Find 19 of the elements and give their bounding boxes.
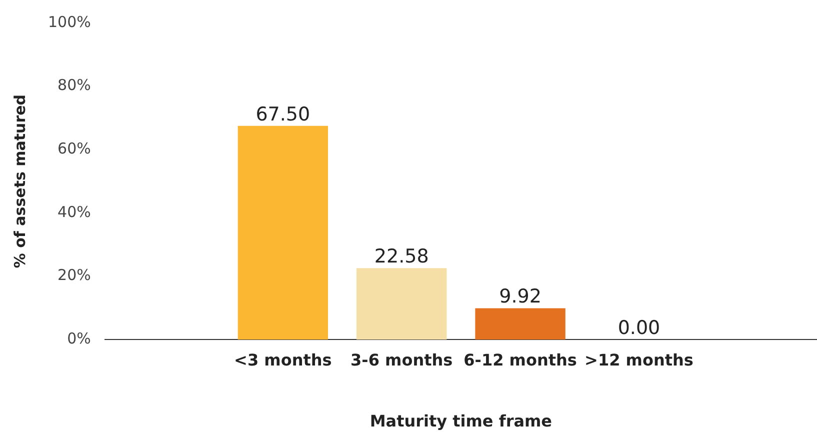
x-tick-label: 3-6 months — [350, 350, 453, 370]
y-tick-label: 60% — [58, 140, 91, 158]
y-tick-label: 40% — [58, 202, 91, 221]
y-tick-label: 100% — [48, 12, 91, 31]
y-tick-label: 20% — [58, 266, 91, 284]
x-tick-label: <3 months — [234, 350, 332, 370]
data-label: 9.92 — [499, 286, 542, 308]
bar — [356, 268, 447, 340]
x-axis-title: Maturity time frame — [370, 412, 552, 431]
x-tick-label: >12 months — [584, 350, 694, 370]
bar — [238, 126, 328, 340]
y-tick-label: 0% — [67, 329, 91, 348]
data-label: 0.00 — [618, 317, 660, 340]
x-tick-label: 6-12 months — [464, 350, 577, 370]
data-label: 22.58 — [374, 246, 429, 268]
y-axis-title: % of assets matured — [10, 94, 29, 268]
y-tick-label: 80% — [58, 76, 91, 94]
bar — [475, 308, 566, 340]
data-label: 67.50 — [256, 103, 310, 126]
